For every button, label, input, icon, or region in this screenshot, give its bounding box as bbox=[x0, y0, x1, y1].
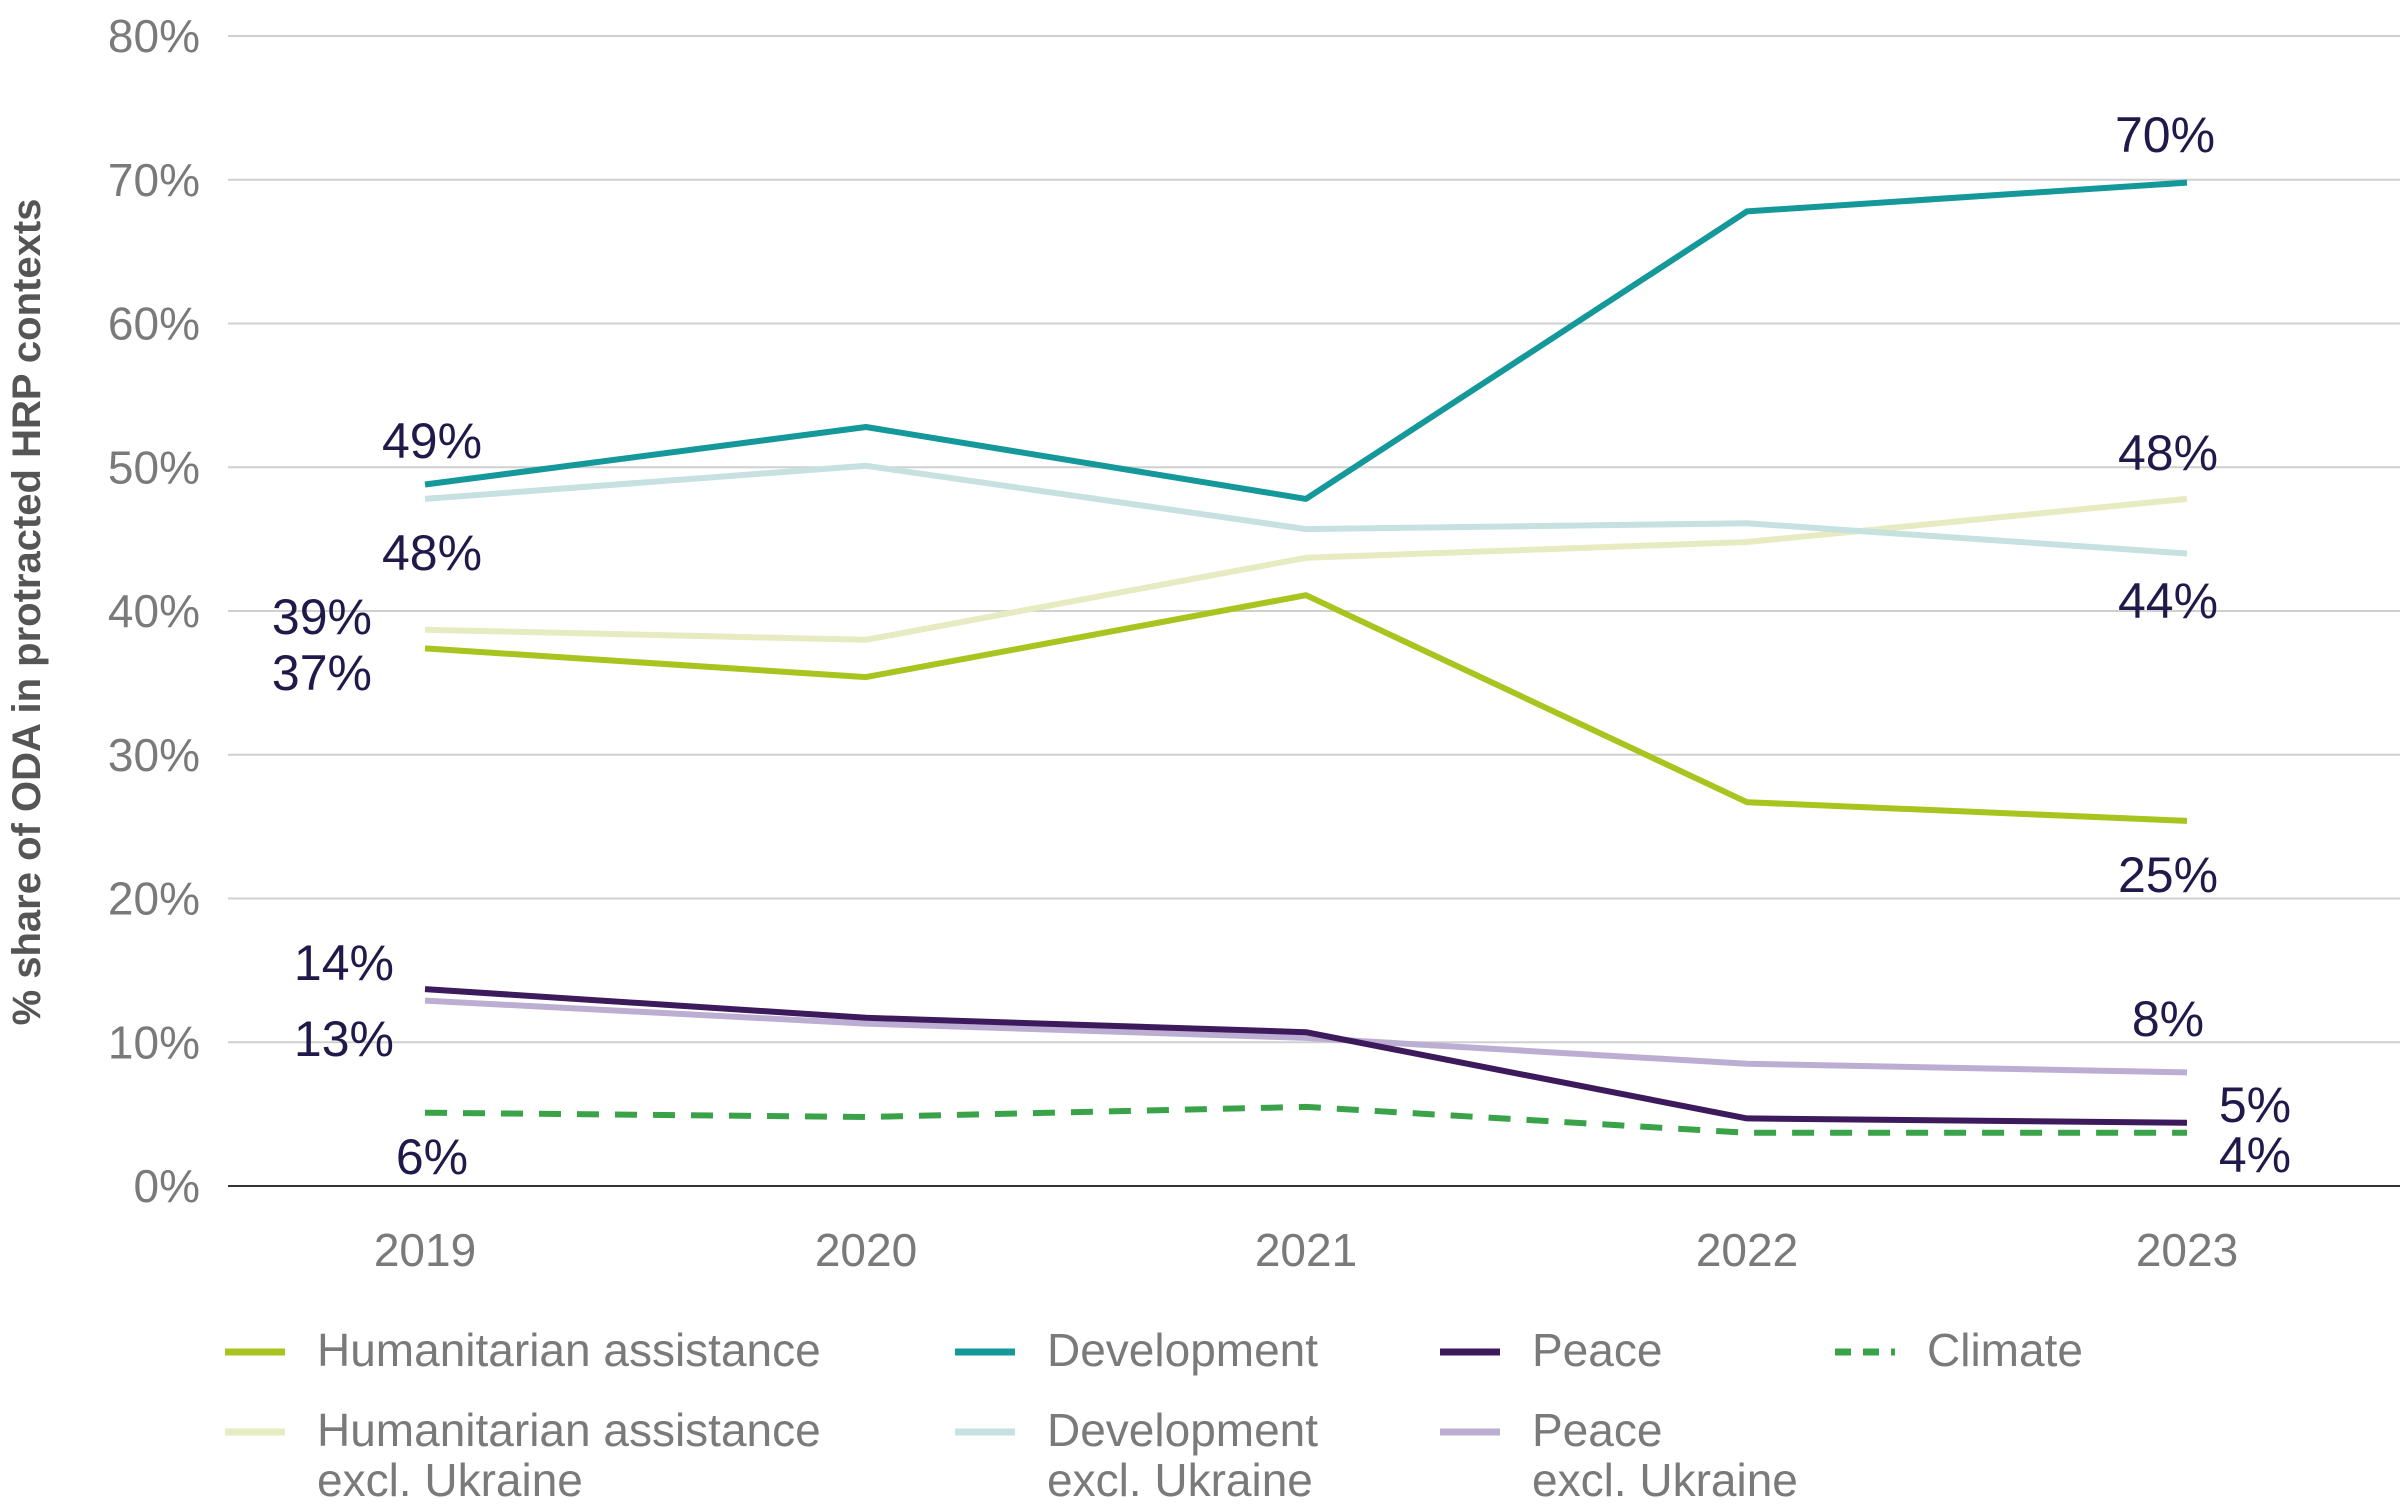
series-line-ha_ex bbox=[424, 495, 2188, 643]
y-tick-label: 10% bbox=[108, 1016, 200, 1068]
legend-label: excl. Ukraine bbox=[317, 1454, 583, 1506]
series-line-peace bbox=[424, 986, 2188, 1126]
y-axis-ticks: 0% 10% 20% 30% 40% 50% 60% 70% 80% bbox=[108, 10, 200, 1212]
series-line-peace_ex bbox=[424, 997, 2188, 1076]
legend: Humanitarian assistance Development Peace C… bbox=[225, 1324, 2083, 1506]
data-label-peace_ex: 13% bbox=[294, 1011, 394, 1067]
x-tick-label: 2019 bbox=[374, 1224, 476, 1276]
data-label-dev_ex: 44% bbox=[2118, 573, 2218, 629]
data-label-ha_ex: 39% bbox=[272, 589, 372, 645]
data-label-dev: 70% bbox=[2115, 107, 2215, 163]
legend-label: excl. Ukraine bbox=[1047, 1454, 1313, 1506]
data-label-climate: 4% bbox=[2219, 1127, 2291, 1183]
legend-label: Humanitarian assistance bbox=[317, 1404, 821, 1456]
x-tick-label: 2023 bbox=[2136, 1224, 2238, 1276]
y-tick-label: 60% bbox=[108, 298, 200, 350]
x-tick-label: 2021 bbox=[1255, 1224, 1357, 1276]
series-line-dev bbox=[424, 179, 2188, 502]
data-label-ha: 37% bbox=[272, 645, 372, 701]
legend-label: Development bbox=[1047, 1324, 1318, 1376]
y-tick-label: 0% bbox=[134, 1160, 200, 1212]
legend-label: Peace bbox=[1532, 1404, 1662, 1456]
legend-item-ha: Humanitarian assistance bbox=[225, 1324, 821, 1376]
x-tick-label: 2020 bbox=[815, 1224, 917, 1276]
series-line-ha bbox=[424, 592, 2188, 824]
y-tick-label: 80% bbox=[108, 10, 200, 62]
data-label-dev_ex: 48% bbox=[382, 525, 482, 581]
y-axis-label: % share of ODA in protracted HRP context… bbox=[5, 199, 49, 1026]
y-tick-label: 50% bbox=[108, 441, 200, 493]
data-label-peace: 14% bbox=[294, 935, 394, 991]
x-axis-ticks: 2019 2020 2021 2022 2023 bbox=[374, 1224, 2238, 1276]
legend-label: Peace bbox=[1532, 1324, 1662, 1376]
data-label-ha_ex: 48% bbox=[2118, 425, 2218, 481]
series-lines bbox=[424, 179, 2188, 1136]
data-labels: 37%25%49%70%14%5%6% 4%39%48%48%44%13% 8% bbox=[272, 107, 2291, 1185]
data-label-peace_ex: 8% bbox=[2132, 991, 2204, 1047]
series-line-dev_ex bbox=[424, 462, 2188, 557]
y-tick-label: 70% bbox=[108, 154, 200, 206]
x-tick-label: 2022 bbox=[1696, 1224, 1798, 1276]
series-line-climate bbox=[424, 1103, 2187, 1136]
legend-item-peace: Peace bbox=[1440, 1324, 1662, 1376]
legend-label: Humanitarian assistance bbox=[317, 1324, 821, 1376]
gridlines bbox=[228, 35, 2400, 1044]
legend-label: Climate bbox=[1927, 1324, 2083, 1376]
y-tick-label: 30% bbox=[108, 729, 200, 781]
legend-label: Development bbox=[1047, 1404, 1318, 1456]
data-label-climate: 6% bbox=[396, 1129, 468, 1185]
y-tick-label: 20% bbox=[108, 873, 200, 925]
data-label-ha: 25% bbox=[2118, 847, 2218, 903]
data-label-dev: 49% bbox=[382, 413, 482, 469]
legend-item-dev: Development bbox=[955, 1324, 1318, 1376]
legend-item-climate: Climate bbox=[1835, 1324, 2083, 1376]
legend-label: excl. Ukraine bbox=[1532, 1454, 1798, 1506]
data-label-peace: 5% bbox=[2219, 1077, 2291, 1133]
y-tick-label: 40% bbox=[108, 585, 200, 637]
